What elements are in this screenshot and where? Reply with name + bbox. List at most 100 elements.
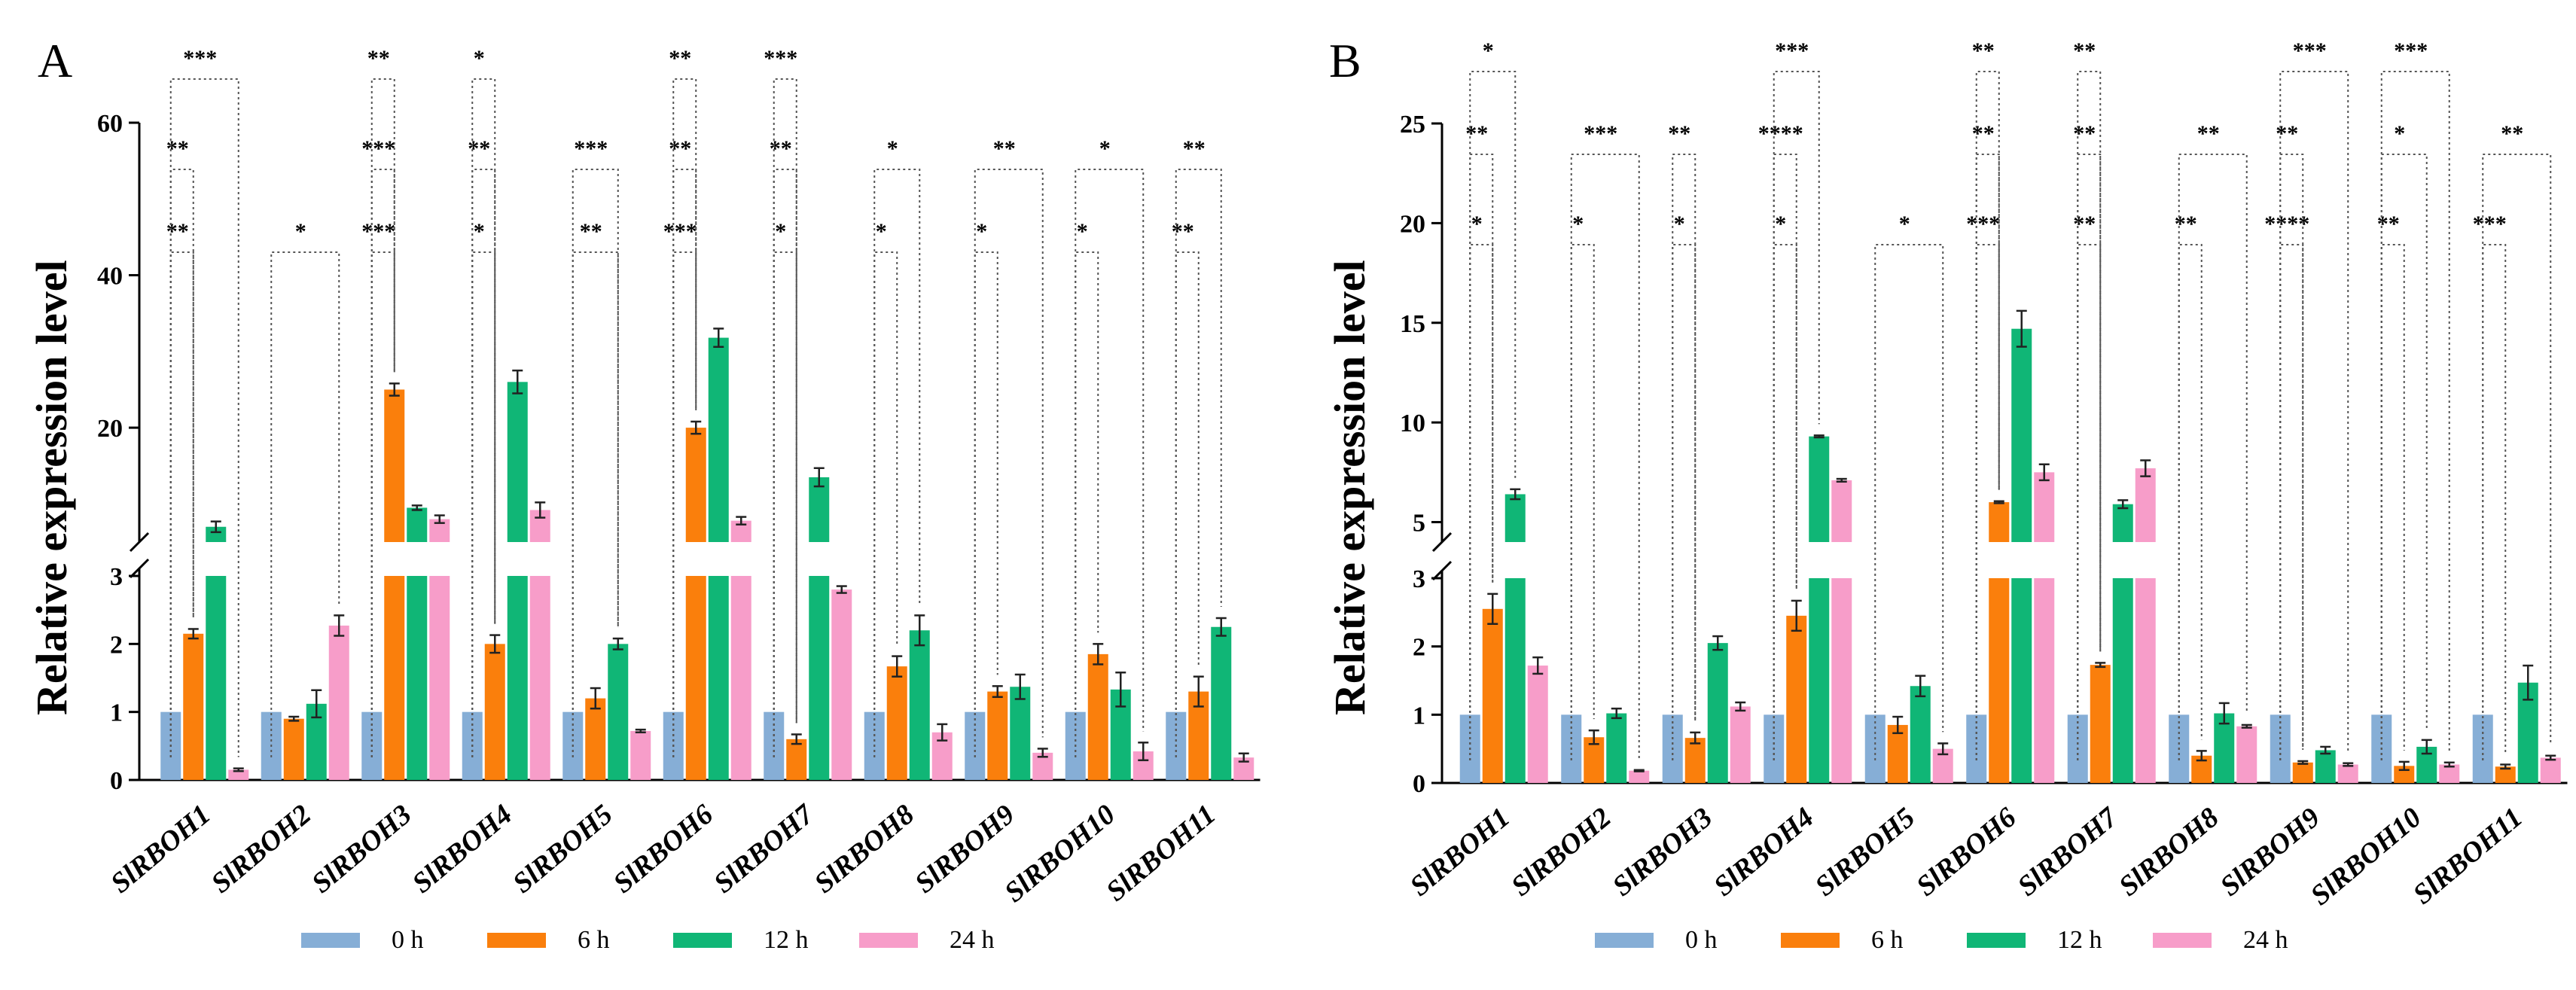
bar [1707,643,1728,783]
significance-label: ** [580,219,602,244]
significance-label: * [474,219,485,244]
bar [1910,686,1931,783]
significance-bracket [1570,244,1595,760]
significance-label: ** [669,46,691,71]
significance-bracket [270,251,340,757]
bar [685,576,706,780]
significance-label: ** [468,136,490,161]
bar [786,739,807,780]
significance-bracket [169,78,239,757]
legend-swatch [673,933,732,948]
significance-label: * [295,219,306,244]
category-label: SlRBOH11 [2407,802,2529,911]
bar [809,576,830,780]
significance-bracket [2077,71,2102,760]
significance-bracket [773,251,797,757]
significance-label: * [976,219,987,244]
bar [484,644,505,780]
significance-bracket [1975,154,2000,760]
y-tick-label: 0 [1413,770,1425,798]
category-label: SlRBOH3 [306,799,417,900]
legend-swatch [1781,933,1840,948]
significance-bracket [2077,244,2102,760]
significance-bracket [2279,154,2304,760]
bar [2292,762,2313,783]
bar [2337,764,2358,783]
bar [1504,578,1526,783]
category-label: SlRBOH6 [608,799,719,900]
legend-swatch [1967,933,2026,948]
category-label: SlRBOH5 [1809,802,1921,903]
significance-label: *** [361,219,395,244]
bar [429,576,450,780]
bar [1010,687,1031,780]
bar [2315,750,2336,783]
category-label: SlRBOH5 [507,799,618,900]
significance-label: *** [2293,38,2327,63]
y-tick-label: 1 [110,699,123,727]
significance-bracket [1672,154,1697,760]
significance-label: ** [166,136,189,161]
bar [1527,666,1548,783]
significance-a: ******** ********************************… [166,46,1222,757]
y-tick-label: 1 [1413,702,1425,730]
bar [831,589,852,780]
bar [407,507,428,542]
bar [2135,578,2156,783]
bar [987,691,1008,780]
legend-swatch [1595,933,1654,948]
bar [2495,766,2516,783]
significance-bracket [773,169,797,757]
significance-bracket [974,251,998,757]
legend-swatch [301,933,360,948]
significance-label: * [1077,219,1088,244]
bar [2112,504,2133,542]
category-label: SlRBOH11 [1100,799,1221,908]
legend-label: 24 h [2243,926,2288,954]
bar [206,526,227,542]
significance-label: * [1775,212,1786,236]
bar [730,576,751,780]
bar [328,625,349,780]
significance-label: ** [2377,212,2400,236]
y-tick-label: 20 [97,415,123,443]
significance-label: *** [2394,38,2428,63]
significance-bracket [1469,244,1494,760]
y-tick-label: 5 [1413,510,1425,538]
bar [2236,726,2257,783]
significance-bracket [1773,71,1820,760]
significance-label: * [2394,121,2405,146]
bar [1831,480,1852,542]
significance-label: ** [2073,121,2096,146]
legend-swatch [487,933,546,948]
significance-bracket [1469,71,1517,760]
bar [685,428,706,542]
bar [1989,578,2010,783]
bar [1730,706,1751,783]
significance-label: *** [574,136,608,161]
significance-label: * [474,46,485,71]
category-label: SlRBOH10 [998,799,1121,909]
significance-bracket [873,169,921,757]
significance-label: ** [1465,121,1488,146]
bar [507,576,528,780]
significance-bracket [1075,251,1099,757]
y-tick-label: 3 [1413,565,1425,593]
significance-label: * [1471,212,1483,236]
bar [1087,653,1108,780]
significance-label: ** [770,136,792,161]
significance-bracket [974,169,1044,757]
bar [283,718,304,780]
bars-a [160,327,1254,780]
category-label: SlRBOH1 [105,799,216,900]
significance-label: *** [2473,212,2507,236]
category-label: SlRBOH10 [2305,802,2428,912]
y-tick-label: 15 [1400,310,1425,338]
bar [708,576,729,780]
significance-bracket [1773,244,1797,760]
bar [886,666,907,780]
significance-bracket [1175,251,1200,757]
significance-label: ** [1668,121,1690,146]
significance-bracket [1874,244,1944,760]
axis-break-mark [1431,560,1453,581]
